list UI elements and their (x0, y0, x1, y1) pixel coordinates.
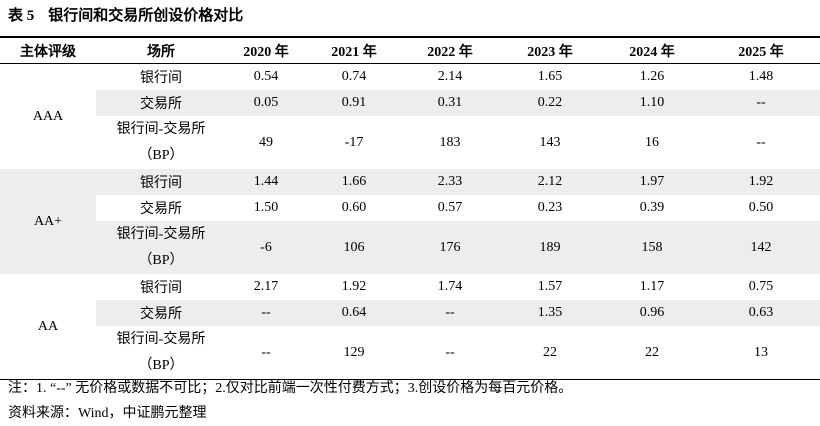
venue-text: 银行间-交易所（BP） (116, 331, 206, 373)
value-cell: 16 (645, 134, 659, 150)
venue-cell: 交易所 (140, 202, 182, 217)
header-cell: 2025 年 (702, 37, 820, 64)
note-line: 注：1. “--” 无价格或数据不可比；2.仅对比前端一次性付费方式；3.创设价… (8, 381, 573, 396)
venue-text: 银行间-交易所（BP） (116, 226, 206, 268)
notes: 注：1. “--” 无价格或数据不可比；2.仅对比前端一次性付费方式；3.创设价… (8, 376, 572, 426)
value-cell: 189 (498, 221, 602, 274)
venue-cell: 交易所 (96, 300, 226, 326)
title-label: 表 5 (8, 8, 35, 24)
rating-cell: AA+ (0, 169, 96, 274)
value-cell: 2.12 (498, 169, 602, 195)
title-text: 银行间和交易所创设价格对比 (48, 8, 244, 24)
value-cell: 2.33 (402, 169, 498, 195)
table-body: AAA 银行间 0.54 0.74 2.14 1.65 1.26 1.48 交易所 0.05 0.9… (0, 64, 820, 380)
value-cell: 1.48 (748, 69, 774, 84)
value-cell: 49 (259, 134, 273, 150)
value-cell: 129 (343, 344, 365, 360)
value-cell: 0.91 (306, 90, 402, 116)
table-row: 交易所 1.50 0.60 0.57 0.23 0.39 0.50 (0, 195, 820, 221)
note-line: 资料来源：Wind，中证鹏元整理 (8, 406, 207, 421)
venue-cell: 银行间-交易所（BP） (96, 326, 226, 380)
rating-cell: AA (37, 318, 59, 334)
table-row: 交易所 0.05 0.91 0.31 0.22 1.10 -- (0, 90, 820, 116)
venue-cell: 银行间 (140, 71, 182, 86)
value-cell: 0.74 (341, 69, 367, 84)
value-cell: 0.31 (402, 90, 498, 116)
value-cell: -- (402, 300, 498, 326)
value-cell: 0.60 (341, 200, 367, 215)
table-row: AAA 银行间 0.54 0.74 2.14 1.65 1.26 1.48 (0, 64, 820, 124)
venue-text: 银行间-交易所（BP） (116, 121, 206, 163)
value-cell: 1.92 (702, 169, 820, 195)
price-table: 主体评级 场所 2020 年 2021 年 2022 年 2023 年 2024 年 2025… (0, 36, 820, 380)
value-cell: -17 (344, 134, 364, 150)
value-cell: -- (226, 300, 306, 326)
table-row: 银行间-交易所（BP） -6 106 176 189 158 142 (0, 221, 820, 274)
table-row: 银行间-交易所（BP） -- 129 -- 22 22 13 (0, 326, 820, 380)
value-cell: 0.54 (253, 69, 279, 84)
value-cell: 106 (306, 221, 402, 274)
value-cell: 176 (402, 221, 498, 274)
value-cell: 0.57 (437, 200, 463, 215)
value-cell: 1.10 (602, 90, 702, 116)
venue-cell: 银行间-交易所（BP） (96, 116, 226, 169)
header-cell: 2023 年 (498, 37, 602, 64)
venue-cell: 银行间 (140, 281, 182, 296)
value-cell: 0.05 (226, 90, 306, 116)
value-cell: 1.92 (341, 279, 367, 294)
value-cell: 1.65 (537, 69, 563, 84)
value-cell: 1.35 (498, 300, 602, 326)
value-cell: -- (702, 90, 820, 116)
value-cell: 1.44 (226, 169, 306, 195)
value-cell: 13 (754, 344, 768, 360)
value-cell: 2.14 (437, 69, 463, 84)
header-cell: 2022 年 (402, 37, 498, 64)
value-cell: 0.50 (748, 200, 774, 215)
value-cell: -- (261, 344, 271, 360)
rating-cell: AAA (32, 108, 64, 124)
venue-cell: 交易所 (96, 90, 226, 116)
value-cell: 0.22 (498, 90, 602, 116)
table-row: AA+ 银行间 1.44 1.66 2.33 2.12 1.97 1.92 (0, 169, 820, 274)
header-cell: 2021 年 (306, 37, 402, 64)
value-cell: 22 (543, 344, 557, 360)
venue-cell: 银行间 (96, 169, 226, 195)
header-cell: 2020 年 (226, 37, 306, 64)
header-cell: 2024 年 (602, 37, 702, 64)
value-cell: 1.97 (602, 169, 702, 195)
value-cell: 1.74 (437, 279, 463, 294)
header-row: 主体评级 场所 2020 年 2021 年 2022 年 2023 年 2024 年 2025… (0, 37, 820, 64)
value-cell: -- (756, 134, 766, 150)
value-cell: 0.23 (537, 200, 563, 215)
table-row: AA 银行间 2.17 1.92 1.74 1.57 1.17 0.75 (0, 274, 820, 334)
header-cell: 主体评级 (0, 37, 96, 64)
table-title: 表 5 银行间和交易所创设价格对比 (8, 4, 243, 25)
value-cell: 143 (539, 134, 561, 150)
value-cell: 158 (602, 221, 702, 274)
value-cell: 22 (645, 344, 659, 360)
value-cell: 1.57 (537, 279, 563, 294)
value-cell: -- (445, 344, 455, 360)
venue-cell: 银行间-交易所（BP） (96, 221, 226, 274)
value-cell: 0.96 (602, 300, 702, 326)
value-cell: 1.66 (306, 169, 402, 195)
value-cell: 0.39 (639, 200, 665, 215)
value-cell: 1.50 (253, 200, 279, 215)
value-cell: 142 (702, 221, 820, 274)
table-row: 交易所 -- 0.64 -- 1.35 0.96 0.63 (0, 300, 820, 326)
value-cell: 1.17 (639, 279, 665, 294)
value-cell: 2.17 (253, 279, 279, 294)
value-cell: 183 (439, 134, 461, 150)
value-cell: 0.63 (702, 300, 820, 326)
table-row: 银行间-交易所（BP） 49 -17 183 143 16 -- (0, 116, 820, 169)
value-cell: 0.75 (748, 279, 774, 294)
value-cell: 1.26 (639, 69, 665, 84)
value-cell: 0.64 (306, 300, 402, 326)
header-cell: 场所 (96, 37, 226, 64)
value-cell: -6 (226, 221, 306, 274)
